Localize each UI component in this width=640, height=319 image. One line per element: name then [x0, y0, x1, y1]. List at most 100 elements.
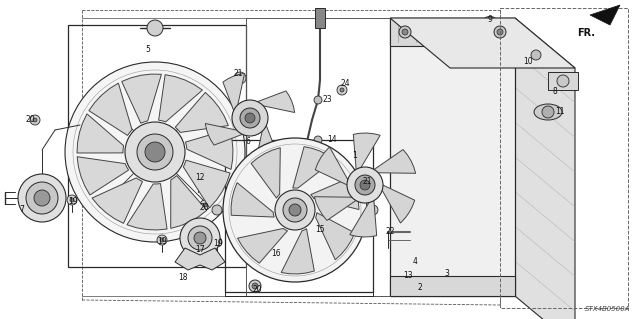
Text: 24: 24	[340, 79, 350, 88]
Circle shape	[145, 142, 165, 162]
Polygon shape	[253, 91, 294, 113]
Circle shape	[18, 174, 66, 222]
Text: 6: 6	[246, 137, 250, 146]
Text: 19: 19	[213, 240, 223, 249]
Circle shape	[212, 205, 222, 215]
Text: 1: 1	[353, 151, 357, 160]
Circle shape	[147, 20, 163, 36]
Bar	[68, 25, 246, 267]
Polygon shape	[92, 178, 143, 223]
Text: 20: 20	[252, 286, 262, 294]
Circle shape	[557, 75, 569, 87]
Circle shape	[355, 175, 375, 195]
Circle shape	[370, 175, 380, 185]
Polygon shape	[89, 83, 132, 136]
Circle shape	[234, 72, 246, 84]
Circle shape	[193, 173, 203, 183]
Polygon shape	[590, 5, 620, 25]
Circle shape	[125, 122, 185, 182]
Text: 13: 13	[403, 271, 413, 279]
Bar	[225, 140, 373, 292]
Circle shape	[215, 240, 219, 244]
Circle shape	[399, 26, 411, 38]
Polygon shape	[314, 197, 358, 220]
Circle shape	[33, 118, 37, 122]
Polygon shape	[77, 157, 129, 195]
Circle shape	[30, 115, 40, 125]
Text: 8: 8	[552, 87, 557, 97]
Polygon shape	[381, 184, 415, 223]
Polygon shape	[281, 229, 314, 274]
Circle shape	[65, 62, 245, 242]
Polygon shape	[251, 148, 280, 198]
Bar	[390, 18, 515, 46]
Circle shape	[542, 106, 554, 118]
Text: 10: 10	[523, 57, 533, 66]
Text: 5: 5	[145, 46, 150, 55]
Polygon shape	[175, 248, 225, 270]
Text: 23: 23	[322, 95, 332, 105]
Circle shape	[70, 198, 74, 202]
Text: 20: 20	[25, 115, 35, 124]
Circle shape	[368, 205, 378, 215]
Polygon shape	[223, 73, 244, 115]
Polygon shape	[372, 150, 415, 173]
Circle shape	[180, 218, 220, 258]
Circle shape	[360, 180, 370, 190]
Polygon shape	[186, 129, 233, 169]
Polygon shape	[77, 114, 124, 153]
Circle shape	[232, 100, 268, 136]
Polygon shape	[255, 121, 277, 163]
Circle shape	[269, 249, 275, 255]
Text: 16: 16	[271, 249, 281, 258]
Text: 11: 11	[556, 108, 564, 116]
Polygon shape	[205, 123, 247, 145]
Polygon shape	[350, 198, 377, 237]
Ellipse shape	[534, 104, 562, 120]
Bar	[548, 72, 578, 90]
Circle shape	[249, 280, 261, 292]
Circle shape	[200, 200, 210, 210]
Text: 3: 3	[445, 269, 449, 278]
Circle shape	[223, 138, 367, 282]
Text: STX4B0500A: STX4B0500A	[584, 306, 630, 312]
Circle shape	[283, 198, 307, 222]
Polygon shape	[515, 18, 575, 319]
Polygon shape	[292, 147, 335, 188]
Text: 18: 18	[179, 272, 188, 281]
Circle shape	[203, 203, 207, 207]
Text: 7: 7	[20, 205, 24, 214]
Circle shape	[531, 50, 541, 60]
Polygon shape	[122, 74, 161, 123]
Bar	[500, 8, 628, 308]
Polygon shape	[171, 175, 207, 228]
Circle shape	[245, 113, 255, 123]
Circle shape	[194, 232, 206, 244]
Circle shape	[160, 238, 164, 242]
Polygon shape	[316, 147, 349, 186]
Circle shape	[188, 226, 212, 250]
Text: 14: 14	[327, 136, 337, 145]
Text: 4: 4	[413, 257, 417, 266]
Text: 17: 17	[195, 246, 205, 255]
Circle shape	[237, 75, 243, 81]
Bar	[390, 18, 515, 296]
Bar	[315, 8, 325, 28]
Circle shape	[289, 204, 301, 216]
Text: FR.: FR.	[577, 28, 595, 38]
Text: 21: 21	[362, 177, 372, 187]
Circle shape	[314, 96, 322, 104]
Circle shape	[26, 182, 58, 214]
Circle shape	[314, 161, 322, 169]
Circle shape	[240, 108, 260, 128]
Circle shape	[340, 88, 344, 92]
Text: 2: 2	[418, 283, 422, 292]
Polygon shape	[231, 183, 274, 217]
Text: 19: 19	[157, 238, 167, 247]
Polygon shape	[159, 75, 202, 122]
Text: 9: 9	[488, 16, 492, 25]
Text: 15: 15	[315, 226, 325, 234]
Circle shape	[494, 26, 506, 38]
Bar	[390, 276, 515, 296]
Circle shape	[67, 195, 77, 205]
